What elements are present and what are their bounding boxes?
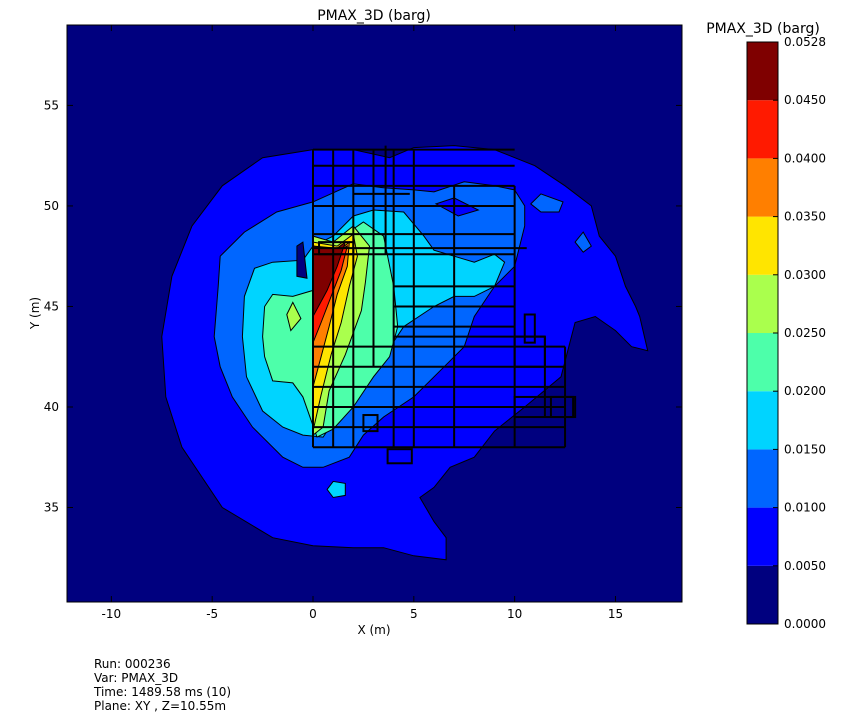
x-axis-label: X (m)	[357, 623, 390, 637]
structure-box-3	[523, 313, 536, 344]
y-tick-label: 55	[44, 98, 59, 112]
structure-lines	[312, 145, 577, 465]
y-axis-label: Y (m)	[28, 297, 42, 330]
isolated-region-2	[574, 231, 592, 253]
colorbar-tick-label: 0.0400	[784, 151, 826, 165]
run-info-run: Run: 000236	[94, 657, 171, 671]
chart-title: PMAX_3D (barg)	[317, 8, 431, 24]
structure-box-1	[513, 395, 575, 419]
y-tick-label: 35	[44, 501, 59, 515]
contour-plot: PMAX_3D (barg) -10 -5 0 5 10 15 35 40 45 50 55 X …	[28, 8, 826, 637]
plot-frame	[66, 24, 683, 603]
structure-box-5	[318, 241, 355, 256]
x-tick-label: 10	[507, 607, 522, 621]
x-tick-label: 5	[410, 607, 418, 621]
colorbar-band-4	[747, 333, 778, 392]
colorbar-tick-label: 0.0528	[784, 35, 826, 49]
y-axis-ticks: 35 40 45 50 55	[44, 98, 682, 515]
plot-area	[67, 25, 682, 602]
colorbar-band-0	[747, 565, 778, 624]
run-info-time: Time: 1489.58 ms (10)	[94, 685, 232, 699]
isolated-region-0	[434, 197, 480, 217]
structure-box-2	[549, 395, 577, 419]
colorbar-band-7	[747, 158, 778, 217]
colorbar-title: PMAX_3D (barg)	[706, 21, 820, 37]
isolated-region-5	[286, 301, 302, 332]
isolated-region-1	[530, 193, 564, 213]
structure-box-0	[362, 414, 379, 433]
run-info: Run: 000236 Var: PMAX_3D Time: 1489.58 m…	[94, 657, 231, 713]
colorbar-band-1	[747, 507, 778, 566]
colorbar-band-8	[747, 100, 778, 159]
run-info-var: Var: PMAX_3D	[94, 671, 179, 685]
run-info-plane: Plane: XY , Z=10.55m	[94, 699, 227, 713]
y-tick-label: 40	[44, 400, 59, 414]
colorbar-tick-label: 0.0450	[784, 93, 826, 107]
colorbar-band-6	[747, 216, 778, 275]
colorbar-tick-label: 0.0200	[784, 384, 826, 398]
x-tick-label: 15	[608, 607, 623, 621]
structure-box-6	[513, 335, 546, 368]
colorbar-tick-label: 0.0350	[784, 210, 826, 224]
isolated-region-4	[296, 241, 308, 279]
x-tick-label: 0	[309, 607, 317, 621]
x-axis-ticks: -10 -5 0 5 10 15	[102, 25, 623, 621]
y-tick-label: 45	[44, 299, 59, 313]
y-tick-label: 50	[44, 199, 59, 213]
structure-box-4	[386, 448, 413, 465]
colorbar: 0.0000 0.0050 0.0100 0.0150 0.0200 0.0250 0.03…	[746, 35, 826, 631]
colorbar-band-3	[747, 391, 778, 450]
x-tick-label: -10	[102, 607, 122, 621]
colorbar-tick-label: 0.0050	[784, 559, 826, 573]
colorbar-tick-label: 0.0150	[784, 442, 826, 456]
x-tick-label: -5	[206, 607, 218, 621]
colorbar-tick-label: 0.0100	[784, 501, 826, 515]
colorbar-band-9	[747, 42, 778, 101]
isolated-region-3	[326, 480, 346, 499]
colorbar-tick-label: 0.0250	[784, 326, 826, 340]
colorbar-band-5	[747, 274, 778, 333]
colorbar-band-2	[747, 449, 778, 508]
colorbar-tick-label: 0.0300	[784, 268, 826, 282]
colorbar-tick-label: 0.0000	[784, 617, 826, 631]
